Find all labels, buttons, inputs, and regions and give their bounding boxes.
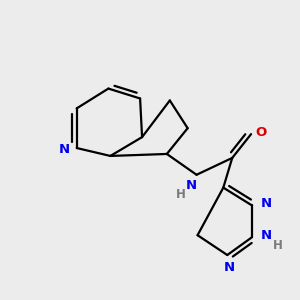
- Text: N: N: [260, 197, 272, 210]
- Text: N: N: [59, 142, 70, 155]
- Text: N: N: [186, 179, 197, 192]
- Text: N: N: [224, 261, 235, 274]
- Text: H: H: [176, 188, 186, 201]
- Text: H: H: [273, 238, 283, 252]
- Text: O: O: [255, 126, 267, 139]
- Text: N: N: [260, 229, 272, 242]
